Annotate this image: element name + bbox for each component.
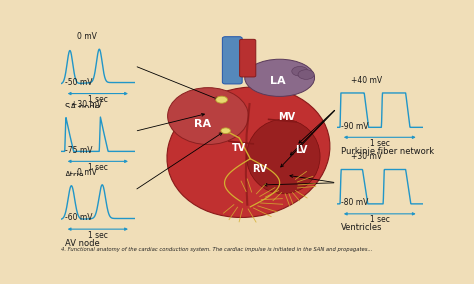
- Text: 4. Functional anatomy of the cardiac conduction system. The cardiac impulse is i: 4. Functional anatomy of the cardiac con…: [61, 247, 373, 252]
- Text: LV: LV: [295, 145, 308, 155]
- Ellipse shape: [246, 119, 320, 194]
- Text: RV: RV: [252, 164, 267, 174]
- Text: RA: RA: [194, 119, 211, 129]
- Circle shape: [216, 96, 228, 103]
- Text: MV: MV: [278, 112, 296, 122]
- FancyBboxPatch shape: [222, 37, 242, 84]
- Circle shape: [298, 70, 314, 79]
- Ellipse shape: [168, 88, 248, 145]
- Circle shape: [221, 128, 230, 133]
- Circle shape: [292, 66, 308, 76]
- FancyBboxPatch shape: [240, 39, 256, 77]
- Ellipse shape: [167, 87, 330, 218]
- Text: LA: LA: [270, 76, 286, 86]
- Text: TV: TV: [232, 143, 246, 153]
- Ellipse shape: [245, 59, 315, 96]
